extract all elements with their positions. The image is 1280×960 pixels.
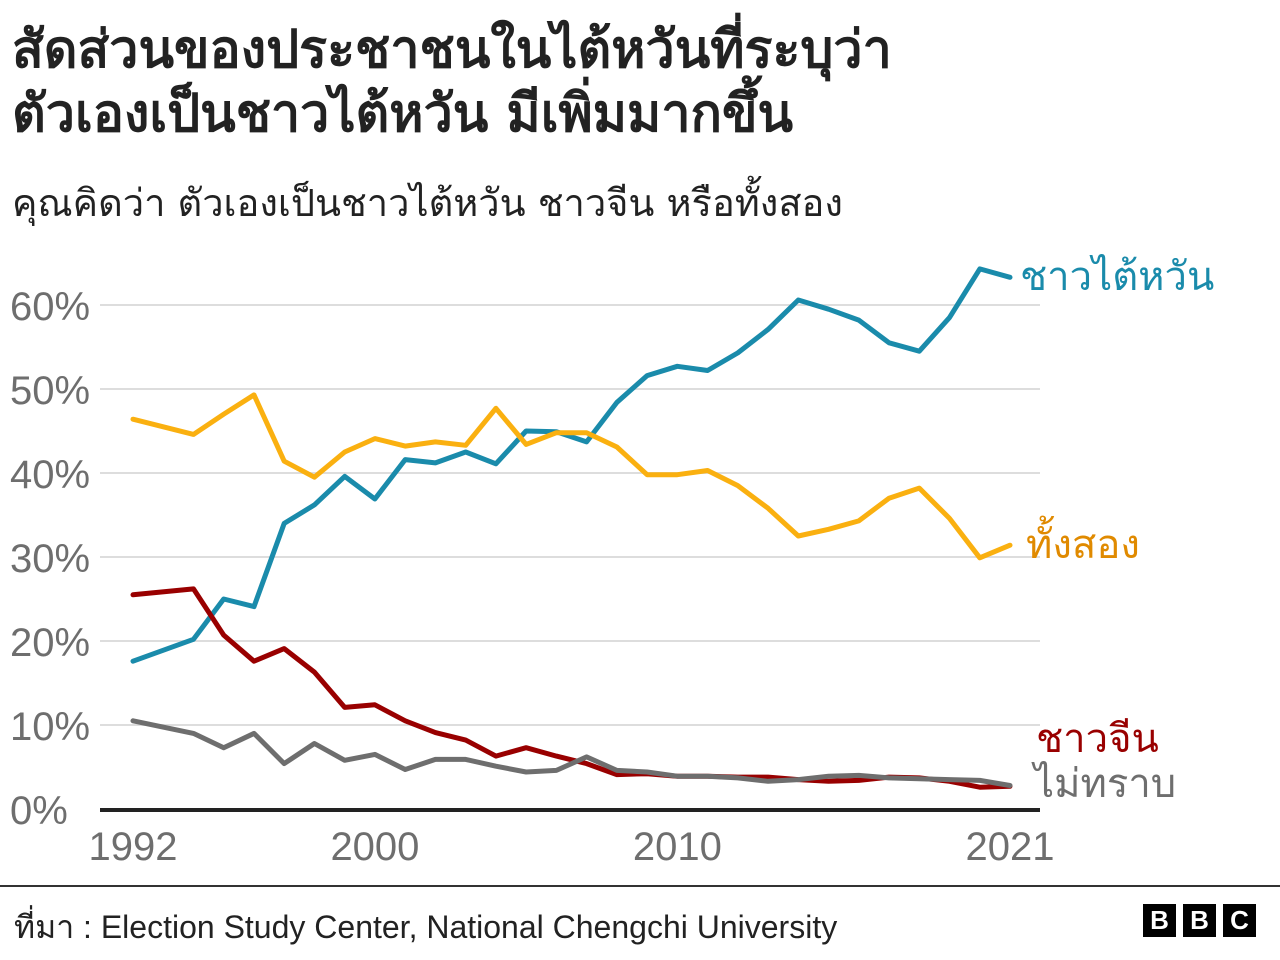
x-axis-tick-labels: 1992 2000 2010 2021	[89, 825, 1055, 869]
line-chart: 0% 10% 20% 30% 40% 50% 60% 1992 2000 2010 2021 ชา…	[10, 254, 1214, 869]
chart-title-line-2: ตัวเองเป็นชาวไต้หวัน มีเพิ่มมากขึ้น	[12, 84, 794, 144]
bbc-logo-letter: C	[1223, 904, 1256, 937]
y-tick-label: 40%	[10, 453, 90, 497]
gridlines	[100, 304, 1040, 726]
series-line	[130, 586, 1013, 790]
series-lines	[130, 266, 1013, 790]
y-tick-label: 30%	[10, 537, 90, 581]
y-tick-label: 0%	[10, 789, 68, 833]
x-tick-label: 1992	[89, 825, 178, 869]
series-line	[130, 718, 1013, 788]
y-axis-tick-labels: 0% 10% 20% 30% 40% 50% 60%	[10, 285, 90, 833]
series-label: ชาวจีน	[1036, 716, 1159, 762]
chart-subtitle: คุณคิดว่า ตัวเองเป็นชาวไต้หวัน ชาวจีน หร…	[12, 181, 843, 225]
series-label: ทั้งสอง	[1026, 515, 1140, 568]
series-label: ชาวไต้หวัน	[1020, 254, 1214, 300]
bbc-logo: B B C	[1143, 904, 1256, 937]
y-tick-label: 20%	[10, 621, 90, 665]
source-note: ที่มา : Election Study Center, National …	[14, 909, 838, 945]
chart-title-line-1: สัดส่วนของประชาชนในไต้หวันที่ระบุว่า	[12, 20, 892, 80]
y-tick-label: 10%	[10, 705, 90, 749]
x-tick-label: 2010	[633, 825, 722, 869]
y-tick-label: 60%	[10, 285, 90, 329]
y-tick-label: 50%	[10, 369, 90, 413]
bbc-logo-letter: B	[1143, 904, 1176, 937]
series-line	[130, 266, 1013, 664]
series-line	[130, 392, 1013, 561]
bbc-logo-letter: B	[1183, 904, 1216, 937]
x-tick-label: 2000	[330, 825, 419, 869]
chart-title: สัดส่วนของประชาชนในไต้หวันที่ระบุว่า ตัว…	[12, 18, 1262, 146]
footer-divider	[0, 885, 1280, 887]
x-tick-label: 2021	[966, 825, 1055, 869]
series-label: ไม่ทราบ	[1031, 761, 1176, 807]
